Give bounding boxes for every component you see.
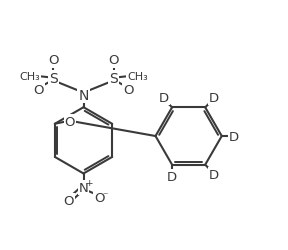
Text: D: D: [209, 168, 219, 181]
Text: S: S: [109, 72, 118, 86]
Text: CH₃: CH₃: [19, 72, 40, 82]
Text: O: O: [124, 84, 134, 96]
Text: N: N: [78, 89, 89, 103]
Text: CH₃: CH₃: [127, 72, 148, 82]
Text: S: S: [49, 72, 58, 86]
Text: O: O: [94, 191, 105, 204]
Text: O: O: [65, 116, 75, 128]
Text: O: O: [33, 84, 43, 96]
Text: +: +: [85, 178, 92, 187]
Text: D: D: [167, 170, 177, 183]
Text: O: O: [63, 194, 74, 207]
Text: N: N: [79, 181, 88, 194]
Text: D: D: [158, 92, 168, 104]
Text: ⁻: ⁻: [102, 190, 108, 200]
Text: D: D: [229, 130, 239, 143]
Text: O: O: [109, 54, 119, 67]
Text: O: O: [48, 54, 58, 67]
Text: D: D: [209, 92, 219, 104]
